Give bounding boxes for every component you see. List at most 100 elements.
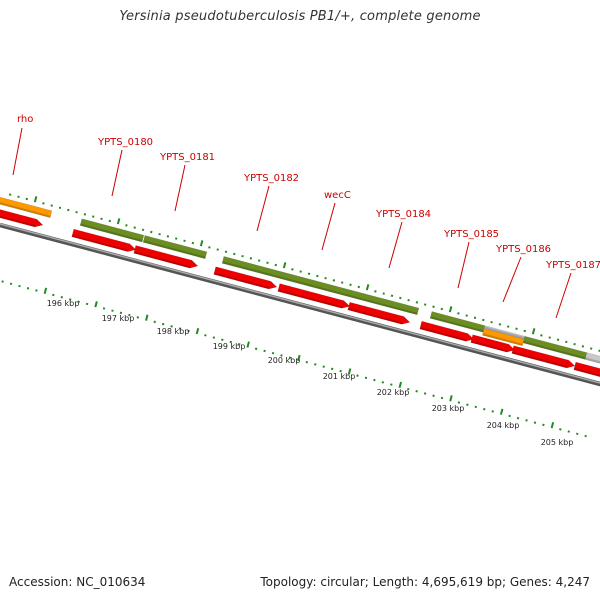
feature-tick [565,340,568,344]
backbone-line [0,222,600,387]
feature-cds-9[interactable] [347,301,411,325]
feature-tick [241,254,244,258]
feature-tick [506,325,510,328]
ruler-tick [491,410,494,413]
feature-tick [498,323,502,326]
feature-misc-18[interactable] [584,352,600,376]
ruler-tick [212,336,216,339]
ruler-label: 199 kbp [213,342,246,351]
feature-cds-10[interactable] [419,320,475,342]
feature-tick [473,316,477,319]
feature-cds-4[interactable] [133,245,199,269]
ruler-tick [1,280,4,283]
ruler-tick [575,432,579,436]
feature-cds-0[interactable] [0,208,44,228]
feature-tick [415,301,419,304]
feature-shade-16 [523,341,586,360]
feature-tick [233,252,236,256]
ruler-tick [330,367,334,371]
gene-label-ypts_0185: YPTS_0185 [443,229,499,240]
feature-cds-2[interactable] [71,228,137,252]
feature-tick [382,292,385,295]
feature-cds-8[interactable] [277,283,351,309]
label-leader [502,256,522,303]
feature-cds-12[interactable] [470,334,516,353]
ruler-tick [35,289,38,292]
feature-gene-7[interactable] [221,256,420,316]
feature-tick [249,257,253,260]
ruler-tick [280,354,283,357]
ruler-tick [516,416,520,420]
feature-tick [423,303,427,306]
ruler-tick [246,341,250,348]
ruler-labels: 196 kbp 197 kbp 198 kbp 199 kbp 200 kbp 201 k… [47,299,574,447]
feature-tick [390,294,394,297]
feature-tick [573,342,576,346]
label-leader [388,221,403,269]
feature-gene-3[interactable] [79,218,145,243]
ruler-tick [356,374,359,377]
feature-tick [42,202,45,205]
ruler-tick [347,368,352,375]
feature-shade-17 [573,367,600,377]
ruler-tick [559,428,562,431]
ruler-tick [483,407,486,411]
ruler-label: 198 kbp [157,327,190,336]
gene-label-ypts_0186: YPTS_0186 [495,244,551,255]
ruler-tick [390,383,393,386]
feature-tick [448,306,453,313]
ruler-tick [136,316,140,319]
ruler-tick [550,422,555,429]
ruler-tick [432,394,435,397]
ruler-label: 200 kbp [268,356,301,365]
feature-tick [432,305,435,308]
feature-tick [365,284,370,291]
ruler-tick [60,296,63,299]
ruler-tick [9,282,13,286]
gene-labels: rho YPTS_0180 YPTS_0181 YPTS_0182 wecC YPTS_0… [17,114,600,271]
feature-tick [191,241,195,245]
feature-tick [332,279,336,282]
gene-label-ypts_0180: YPTS_0180 [97,137,153,148]
feature-tick [58,206,62,210]
feature-tick [50,204,53,207]
feature-shade-11 [430,316,484,333]
feature-tick [25,197,29,201]
genome-summary: Topology: circular; Length: 4,695,619 bp… [260,575,590,589]
label-leader [457,241,470,289]
feature-tick [307,272,311,276]
feature-tick [166,235,170,238]
label-leader [256,185,270,232]
feature-tick [515,327,518,330]
ruler-tick [26,287,30,290]
feature-tick [274,263,278,267]
ruler-tick [423,392,427,395]
feature-tick [531,328,536,335]
feature-shade-2 [71,234,129,252]
feature-cds-17[interactable] [573,361,600,386]
label-leader [321,202,336,251]
feature-tick [399,296,402,300]
ruler-tick [43,287,48,294]
feature-tick [482,318,485,322]
feature-cds-6[interactable] [213,266,278,290]
ruler-tick [119,311,123,315]
ruler-tick [187,329,190,333]
label-leader [555,272,572,319]
feature-gene-5[interactable] [142,235,208,260]
feature-cds-15[interactable] [511,345,576,369]
feature-track[interactable] [0,196,600,386]
feature-tick [108,219,112,223]
feature-tick [257,259,261,262]
ruler-tick [305,360,309,364]
ruler-tick [364,376,368,380]
backbone-highlight [0,223,600,384]
ruler-label: 205 kbp [541,438,574,447]
genome-backbone [0,222,600,387]
ruler-tick [68,298,72,301]
feature-shade-1 [0,202,51,218]
feature-tick [324,276,327,280]
feature-rna-1[interactable] [0,196,53,218]
feature-tick [316,274,319,278]
